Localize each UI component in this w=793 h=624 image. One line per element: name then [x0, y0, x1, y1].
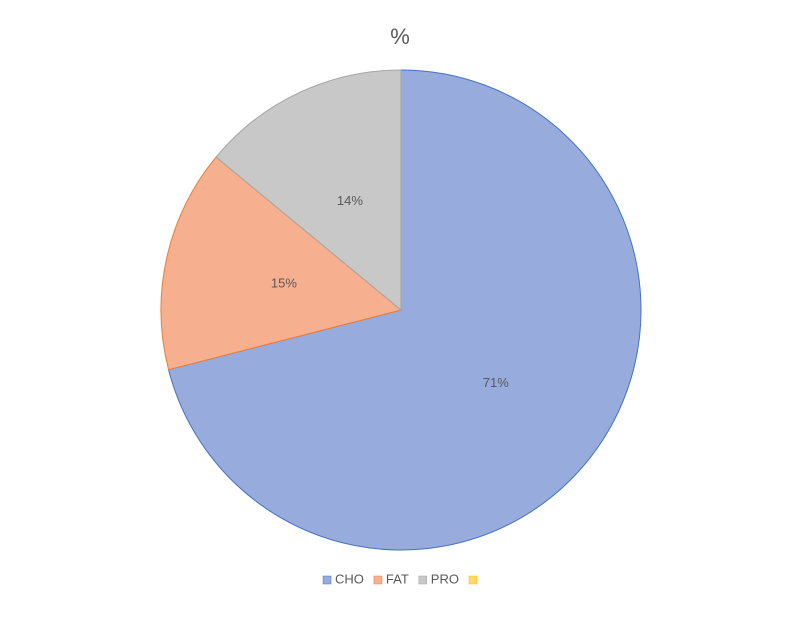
legend-marker — [418, 575, 428, 585]
legend-item — [468, 575, 478, 585]
data-label: 15% — [271, 275, 297, 290]
chart-title: % — [390, 24, 410, 49]
legend-item: CHO — [322, 571, 364, 586]
pie-slice — [167, 69, 642, 551]
legend-marker — [322, 575, 332, 585]
data-label: 14% — [337, 193, 363, 208]
legend-label: FAT — [386, 571, 409, 586]
pie-slice — [215, 69, 402, 312]
legend-label: CHO — [335, 571, 364, 586]
legend-label: PRO — [431, 571, 459, 586]
data-labels: 71% 15% 14% — [271, 193, 509, 390]
pie — [160, 69, 642, 551]
legend-marker — [373, 575, 383, 585]
pie-slice — [160, 156, 403, 371]
legend-marker — [468, 575, 478, 585]
data-label: 71% — [483, 375, 509, 390]
legend-item: PRO — [418, 571, 459, 586]
legend: CHO FAT PRO — [322, 571, 478, 586]
legend-item: FAT — [373, 571, 409, 586]
